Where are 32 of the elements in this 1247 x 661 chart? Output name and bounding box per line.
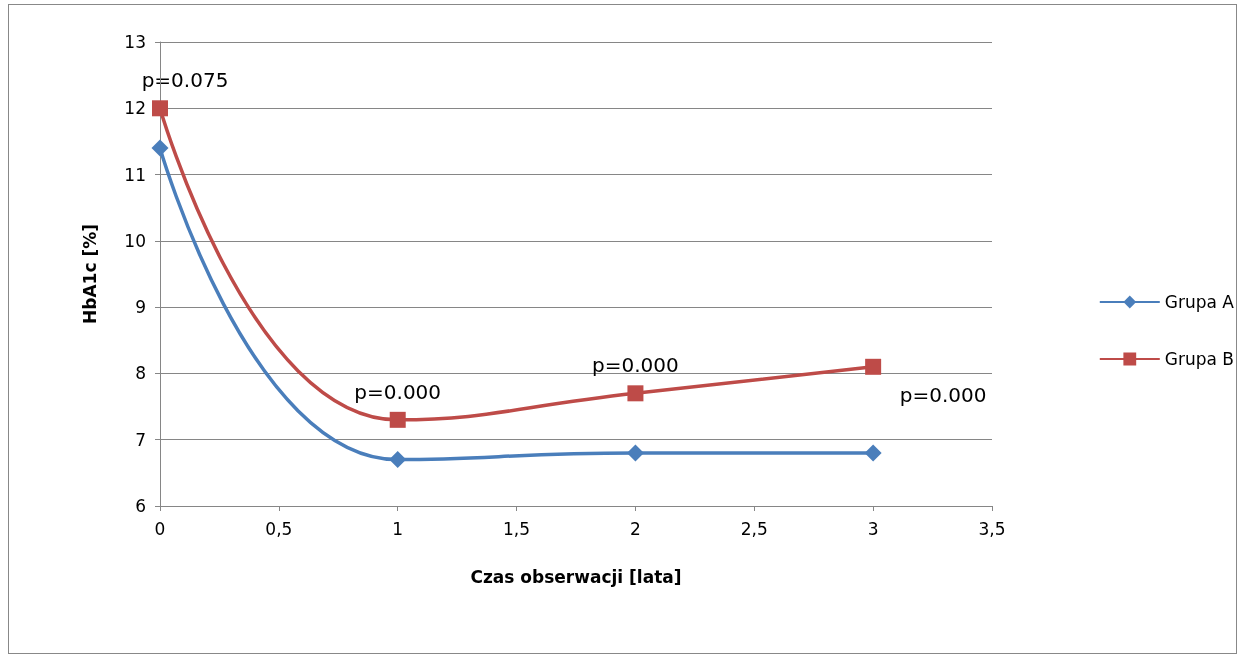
- point: [389, 451, 407, 469]
- point: [627, 385, 644, 402]
- legend-label: Grupa A: [1164, 292, 1235, 312]
- y-tick-label: 10: [124, 230, 146, 251]
- y-tick-label: 9: [135, 297, 146, 318]
- point: [626, 444, 644, 462]
- x-tick-label: 0,5: [265, 518, 293, 539]
- x-tick-label: 3,5: [978, 518, 1006, 539]
- x-tick-label: 2: [630, 518, 641, 539]
- x-tick-label: 2,5: [740, 518, 768, 539]
- y-tick-label: 8: [135, 363, 146, 384]
- annotation: p=0.000: [592, 353, 679, 378]
- point: [151, 139, 169, 157]
- point: [865, 358, 882, 375]
- annotation: p=0.000: [899, 382, 987, 407]
- y-tick-label: 6: [135, 496, 146, 516]
- x-axis-title: Czas obserwacji [lata]: [470, 566, 682, 587]
- x-tick-label: 1,5: [503, 518, 531, 539]
- y-tick-label: 12: [124, 98, 146, 119]
- annotation: p=0.075: [141, 68, 229, 93]
- annotation: p=0.000: [354, 379, 442, 404]
- x-tick-label: 0: [154, 518, 166, 539]
- x-tick-label: 3: [867, 518, 879, 539]
- point: [864, 444, 882, 462]
- point: [389, 411, 406, 428]
- x-tick-label: 1: [392, 518, 404, 539]
- point: [152, 100, 168, 117]
- legend-label: Grupa B: [1164, 349, 1235, 369]
- y-tick-label: 11: [124, 164, 146, 185]
- y-tick-label: 13: [124, 32, 146, 52]
- y-axis-title: HbA1c [%]: [79, 224, 100, 324]
- y-tick-label: 7: [135, 429, 146, 450]
